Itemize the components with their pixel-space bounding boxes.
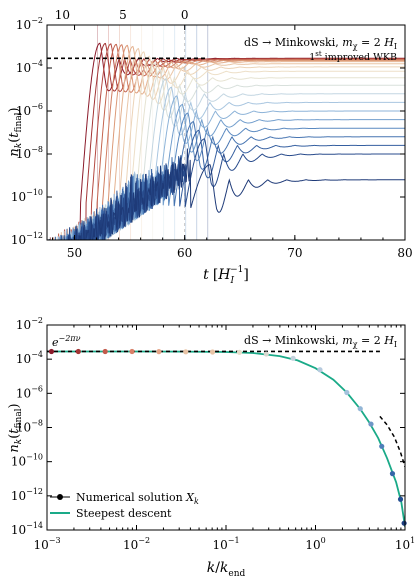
asymptote-curve — [379, 415, 405, 468]
y-tick-label-bottom-panel: 10−4 — [16, 350, 43, 366]
y-tick-label-top-panel: 10−6 — [16, 102, 43, 118]
ticks-bottom-panel: 10−3 10−2 10−1 100 101 10−2 10−4 10−6 10−8 10−10 1… — [11, 316, 415, 552]
numerical-points — [48, 348, 407, 526]
mode-curve — [54, 55, 405, 240]
numerical-point — [129, 348, 135, 355]
y-tick-label-bottom-panel: 10−14 — [11, 521, 43, 537]
y-tick-label-top-panel: 10−2 — [16, 16, 43, 32]
annotation-top: dS → Minkowski, mχ = 2 HI — [244, 36, 397, 51]
numerical-point — [379, 443, 385, 449]
y-tick-label-top-panel: 10−12 — [11, 231, 43, 247]
top-axis-tick-label: 5 — [119, 8, 127, 22]
mode-curve — [57, 86, 405, 240]
numerical-point — [75, 348, 81, 355]
x-tick-label-top-panel: 70 — [287, 246, 302, 260]
plot-frame-top — [46, 24, 406, 241]
legend-label-steepest: Steepest descent — [76, 507, 172, 520]
annotation-bottom: dS → Minkowski, mχ = 2 HI — [244, 334, 397, 349]
y-tick-label-top-panel: 10−4 — [16, 59, 43, 75]
y-tick-label-bottom-panel: 10−10 — [11, 453, 43, 469]
y-tick-label-top-panel: 10−10 — [11, 188, 43, 204]
x-tick-label-bottom-panel: 10−1 — [212, 536, 239, 552]
numerical-point — [389, 471, 396, 477]
y-tick-label-bottom-panel: 10−2 — [16, 316, 43, 332]
numerical-point — [401, 520, 407, 526]
mode-curves — [47, 42, 405, 240]
x-axis-label-top: t [HI−1] — [203, 265, 249, 286]
legend-label-numerical: Numerical solution Xk — [76, 491, 199, 506]
top-axis-tick-label: 0 — [181, 8, 189, 22]
numerical-point — [209, 349, 216, 355]
numerical-point — [48, 348, 55, 355]
y-axis-label-top: nk(tfinal) — [7, 107, 24, 156]
numerical-point — [290, 355, 296, 361]
mode-curve — [55, 51, 405, 240]
numerical-point — [317, 367, 323, 373]
mode-curve — [63, 69, 405, 240]
x-tick-label-bottom-panel: 10−3 — [33, 536, 60, 552]
y-tick-label-top-panel: 10−8 — [16, 145, 43, 161]
reference-label-wkb: 1st improved WKB — [309, 50, 397, 63]
panel-bottom: 10−3 10−2 10−1 100 101 10−2 10−4 10−6 10−8 10−10 1… — [7, 316, 415, 579]
mode-curve — [60, 47, 405, 240]
x-tick-label-top-panel: 80 — [397, 246, 412, 260]
x-axis-label-bottom: k/kend — [207, 560, 246, 579]
mode-curve — [58, 78, 405, 240]
mode-curve — [60, 112, 405, 240]
legend-marker-numerical — [57, 494, 63, 500]
reference-label-exp: e−2πν — [52, 334, 81, 349]
mode-curve — [48, 148, 405, 240]
numerical-point — [357, 406, 363, 412]
legend: Numerical solution Xk Steepest descent — [50, 491, 199, 520]
y-tick-label-bottom-panel: 10−12 — [11, 487, 43, 503]
top-axis-tick-label: 10 — [55, 8, 70, 22]
numerical-point — [183, 349, 189, 355]
numerical-point — [236, 349, 243, 355]
numerical-point — [156, 349, 162, 355]
y-tick-label-bottom-panel: 10−8 — [16, 419, 43, 435]
x-tick-label-bottom-panel: 10−2 — [123, 536, 150, 552]
numerical-point — [344, 389, 350, 396]
numerical-point — [102, 348, 108, 355]
x-tick-label-bottom-panel: 100 — [305, 536, 325, 552]
x-tick-label-top-panel: 50 — [67, 246, 82, 260]
mode-curve — [51, 95, 405, 240]
numerical-point — [397, 496, 404, 502]
y-tick-label-bottom-panel: 10−6 — [16, 384, 43, 400]
x-tick-label-bottom-panel: 101 — [395, 536, 415, 552]
mode-curve — [58, 103, 405, 240]
y-axis-label-bottom: nk(tfinal) — [7, 403, 24, 452]
numerical-point — [368, 421, 374, 427]
numerical-point — [263, 351, 269, 357]
x-tick-label-top-panel: 60 — [177, 246, 192, 260]
